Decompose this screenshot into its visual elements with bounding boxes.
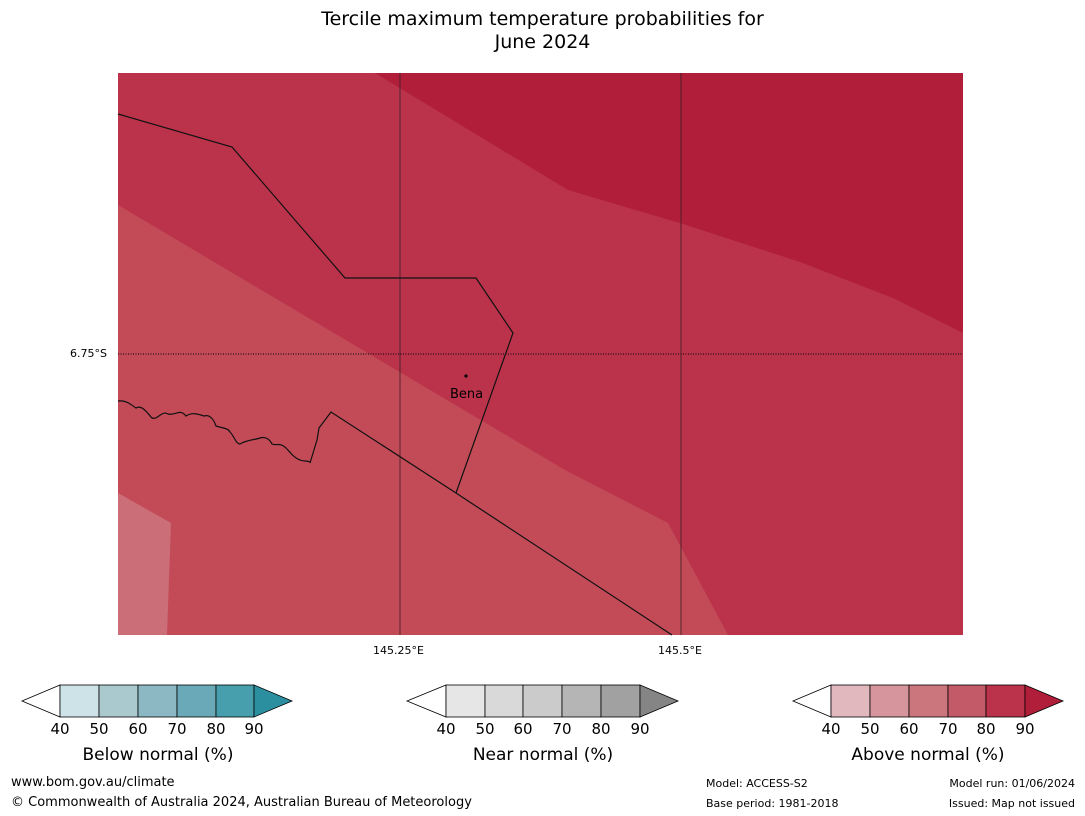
footer-model: Model: ACCESS-S2 (706, 777, 808, 790)
colorbar-near-low-triangle (405, 684, 447, 718)
title-line-2: June 2024 (494, 31, 591, 53)
border-north (117, 113, 514, 494)
tick-label: 60 (899, 720, 919, 738)
footer-model-run: Model run: 01/06/2024 (949, 777, 1075, 790)
colorbar-below-title: Below normal (%) (82, 745, 234, 765)
place-label-bena: Bena (450, 387, 484, 402)
colorbar-above-cell-3 (908, 684, 949, 718)
tick-label: 50 (89, 720, 109, 738)
tick-label: 40 (436, 720, 456, 738)
colorbar-below (20, 684, 294, 718)
longitude-label-2: 145.5°E (658, 644, 702, 657)
colorbar-above-cell-4 (947, 684, 987, 718)
colorbar-below-cell-4 (176, 684, 217, 718)
colorbar-above-title: Above normal (%) (851, 745, 1005, 765)
tick-label: 60 (128, 720, 148, 738)
colorbar-below-cell-2 (98, 684, 139, 718)
colorbar-near-cell-3 (522, 684, 563, 718)
tick-label: 80 (976, 720, 996, 738)
colorbar-above-high-triangle (1024, 684, 1065, 718)
colorbar-above-low-triangle (791, 684, 832, 718)
footer-copyright: © Commonwealth of Australia 2024, Austra… (11, 795, 472, 810)
tick-label: 40 (821, 720, 841, 738)
region-above-90 (375, 73, 963, 333)
colorbar-near (405, 684, 680, 718)
colorbar-below-cell-3 (137, 684, 178, 718)
border-east (455, 492, 673, 636)
colorbar-below-cell-5 (215, 684, 255, 718)
footer-url: www.bom.gov.au/climate (11, 775, 175, 790)
chart-title: Tercile maximum temperature probabilitie… (0, 8, 1085, 54)
colorbar-near-cell-4 (561, 684, 602, 718)
tick-label: 50 (475, 720, 495, 738)
tick-label: 80 (591, 720, 611, 738)
tick-label: 90 (244, 720, 264, 738)
footer-base-period: Base period: 1981-2018 (706, 797, 839, 810)
footer-issued: Issued: Map not issued (948, 797, 1075, 810)
province-borders (117, 113, 673, 636)
region-above-60 (118, 493, 171, 635)
colorbar-above-cell-5 (985, 684, 1026, 718)
border-south (309, 411, 457, 494)
border-river (117, 400, 311, 463)
colorbar-below-high-triangle (253, 684, 294, 718)
colorbar-near-high-triangle (639, 684, 680, 718)
colorbar-above-cell-1 (830, 684, 871, 718)
colorbar-above-cell-2 (869, 684, 910, 718)
colorbar-near-cell-1 (445, 684, 486, 718)
bena-dot (464, 374, 468, 378)
tick-label: 50 (860, 720, 880, 738)
colorbar-above (791, 684, 1065, 718)
tick-label: 70 (552, 720, 572, 738)
tick-label: 90 (1015, 720, 1035, 738)
latitude-label: 6.75°S (70, 347, 107, 360)
tick-label: 70 (938, 720, 958, 738)
colorbar-near-title: Near normal (%) (472, 745, 614, 765)
tick-label: 90 (630, 720, 650, 738)
place-marker (464, 374, 468, 378)
tick-label: 60 (513, 720, 533, 738)
colorbar-below-low-triangle (20, 684, 61, 718)
tick-label: 80 (206, 720, 226, 738)
tick-label: 70 (167, 720, 187, 738)
colorbar-near-cell-5 (600, 684, 641, 718)
colorbar-below-cell-1 (59, 684, 100, 718)
graticule (118, 73, 963, 635)
title-line-1: Tercile maximum temperature probabilitie… (321, 8, 764, 30)
longitude-label-1: 145.25°E (373, 644, 424, 657)
tick-label: 40 (50, 720, 70, 738)
colorbar-near-cell-2 (484, 684, 524, 718)
